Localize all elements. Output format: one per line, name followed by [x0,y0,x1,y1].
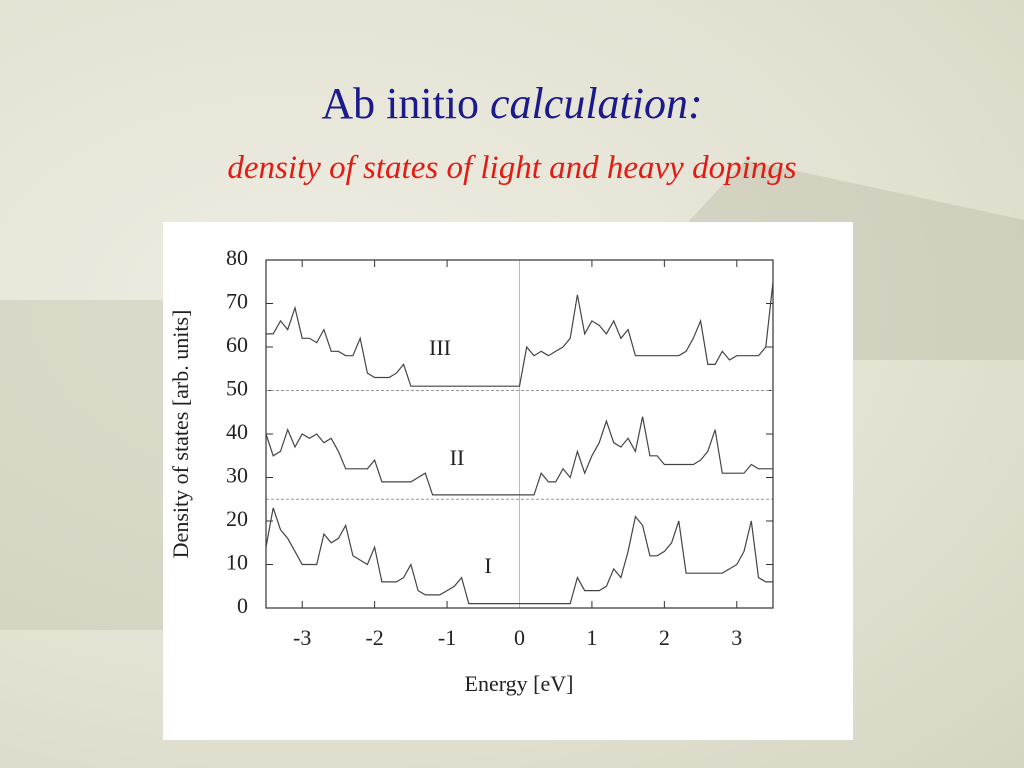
x-axis-label: Energy [eV] [465,671,574,696]
x-tick-label: 1 [586,625,597,650]
series-label: I [484,553,491,578]
y-tick-label: 0 [237,593,248,618]
x-tick-label: 0 [514,625,525,650]
y-tick-label: 70 [226,289,248,314]
y-axis-label: Density of states [arb. units] [168,310,193,559]
title-text: Ab initio [321,79,480,128]
series-line [265,507,773,605]
y-tick-label: 30 [226,463,248,488]
y-tick-label: 40 [226,419,248,444]
y-tick-label: 50 [226,376,248,401]
x-tick-label: -3 [293,625,311,650]
title-italic: calculation: [490,79,703,128]
series-label: II [450,445,465,470]
x-tick-label: 2 [659,625,670,650]
y-tick-label: 10 [226,550,248,575]
series-line [265,416,773,496]
chart: Energy [eV] Density of states [arb. unit… [168,245,774,696]
x-tick-label: 3 [731,625,742,650]
x-tick-label: -2 [365,625,383,650]
series-line [266,281,774,387]
y-tick-label: 80 [226,245,248,270]
slide-title: Ab initio calculation: [0,78,1024,129]
x-tick-label: -1 [438,625,456,650]
series-label: III [429,335,451,360]
y-tick-label: 60 [226,332,248,357]
chart-panel: Energy [eV] Density of states [arb. unit… [163,222,853,740]
y-tick-label: 20 [226,506,248,531]
slide-subtitle: density of states of light and heavy dop… [227,150,797,186]
